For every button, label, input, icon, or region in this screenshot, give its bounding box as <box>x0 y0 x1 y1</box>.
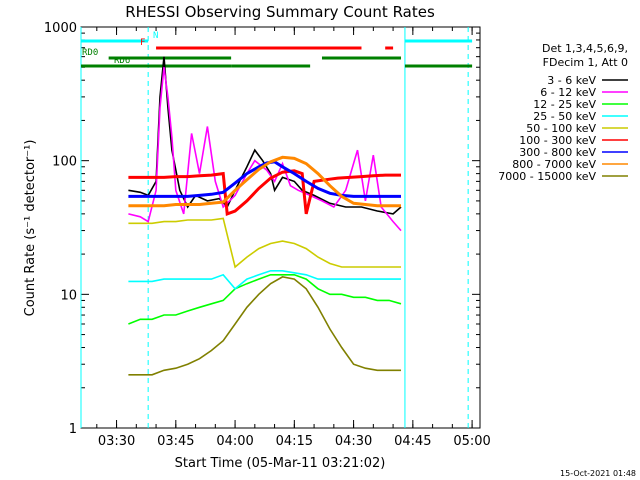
flag-label-f: F <box>140 38 145 48</box>
x-tick-label: 04:30 <box>335 434 372 449</box>
series-line-5 <box>128 217 401 269</box>
y-tick-label: 1000 <box>44 21 77 36</box>
legend-entry-label: 25 - 50 keV <box>533 110 596 123</box>
x-tick-label: 04:00 <box>216 434 253 449</box>
y-tick-label: 1 <box>69 422 77 437</box>
legend-entry-label: 800 - 7000 keV <box>512 158 596 171</box>
legend-entry-label: 6 - 12 keV <box>540 86 596 99</box>
legend-entry-label: 50 - 100 keV <box>526 122 596 135</box>
legend-entry-label: 300 - 800 keV <box>519 146 596 159</box>
series-line-6 <box>128 169 401 216</box>
flag-label-n: N <box>153 31 158 41</box>
legend-header-line-2: FDecim 1, Att 0 <box>543 56 628 69</box>
y-axis-label: Count Rate (s⁻¹ detector⁻¹) <box>23 140 38 317</box>
x-tick-label: 05:00 <box>453 434 490 449</box>
legend-entry-label: 7000 - 15000 keV <box>498 170 596 183</box>
plot-frame <box>80 26 481 429</box>
x-tick-label: 04:15 <box>276 434 313 449</box>
legend-header-line-1: Det 1,3,4,5,6,9, <box>542 42 628 55</box>
x-axis-label: Start Time (05-Mar-11 03:21:02) <box>175 456 386 471</box>
series-line-1 <box>128 56 402 215</box>
x-tick-label: 04:45 <box>394 434 431 449</box>
plot-area: 1 10 100 1000 03:30 03:45 04:00 04:15 04:30 04:45… <box>44 21 628 449</box>
series-line-3 <box>128 273 402 325</box>
legend-entry-label: 12 - 25 keV <box>533 98 596 111</box>
x-tick-label: 03:30 <box>98 434 135 449</box>
series-line-4 <box>128 269 401 290</box>
y-tick-label: 10 <box>60 288 77 303</box>
legend-entry-label: 100 - 300 keV <box>519 134 596 147</box>
footer-timestamp: 15-Oct-2021 01:48 <box>560 469 636 478</box>
y-tick-label: 100 <box>52 155 77 170</box>
legend-entry-label: 3 - 6 keV <box>547 74 596 87</box>
flag-label-rd6: RD6 <box>114 56 130 66</box>
series-line-9 <box>128 276 401 376</box>
x-tick-label: 03:45 <box>157 434 194 449</box>
series-line-8 <box>128 155 401 208</box>
flag-label-rd0: RD0 <box>82 48 98 58</box>
chart-title: RHESSI Observing Summary Count Rates <box>125 3 435 21</box>
